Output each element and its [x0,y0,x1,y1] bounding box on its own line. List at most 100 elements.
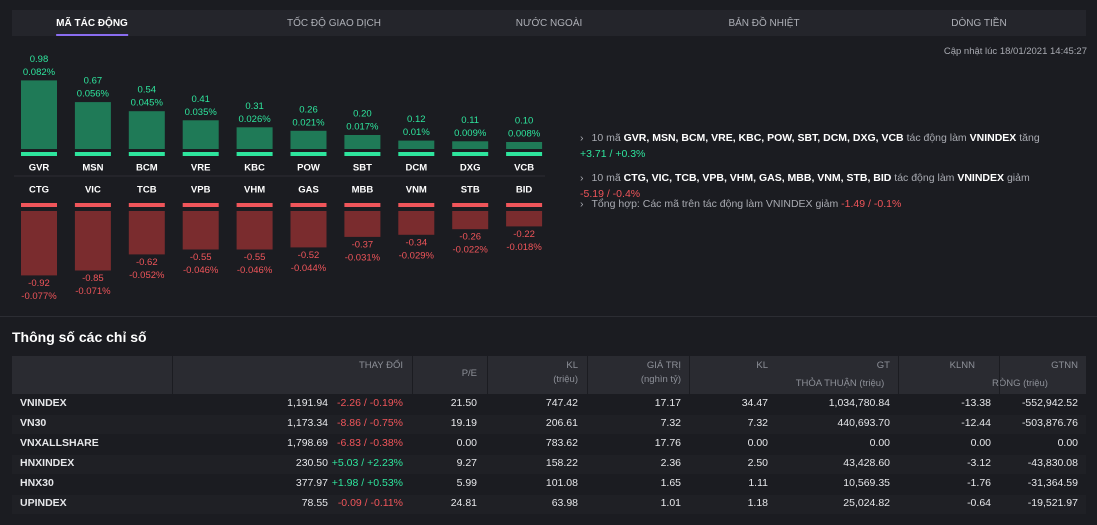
note-index: VNINDEX [969,132,1017,144]
value-label: 0.67 [84,76,103,87]
value-label: -0.85 [82,273,104,284]
code-label: DCM [405,163,427,174]
table-cell: 101.08 [545,477,578,489]
bar [290,211,327,248]
table-cell: 0.00 [456,437,477,449]
code-label: KBC [244,163,265,174]
table-cell: -19,521.97 [1027,497,1078,509]
tab[interactable]: MÃ TÁC ĐỘNG [56,18,128,36]
header-divider [487,356,488,394]
table-cell: 2.36 [660,457,681,469]
table-cell: -8.86 / -0.75% [337,417,403,429]
table-cell: 0.00 [970,437,991,449]
bar-cap [236,203,273,207]
value-label: -0.92 [28,278,50,289]
code-label: VCB [514,163,534,174]
value-label: -0.37 [352,239,374,250]
table-cell: 747.42 [545,397,578,409]
bar-cap [182,203,219,207]
code-label: SBT [353,163,372,174]
note-codes: CTG, VIC, TCB, VPB, VHM, GAS, MBB, VNM, … [623,172,892,184]
value-label: -0.62 [136,257,158,268]
header-divider [689,356,690,394]
pct-label: -0.029% [399,250,435,261]
pct-label: 0.017% [346,122,379,133]
pct-label: -0.071% [75,286,111,297]
value-label: 0.11 [461,115,479,126]
pct-label: -0.046% [183,265,219,276]
tab[interactable]: TỐC ĐỘ GIAO DỊCH [287,18,381,29]
section-title: Thông số các chỉ số [12,329,147,345]
value-label: 0.26 [299,104,318,115]
code-label: MSN [82,163,103,174]
table-cell: 7.32 [660,417,681,429]
table-cell: 21.50 [450,397,477,409]
table-cell: 7.32 [747,417,768,429]
table-cell: UPINDEX [20,497,67,509]
bar [506,142,543,149]
header-cell: (nghìn tỷ) [640,374,681,385]
value-label: 0.12 [407,114,426,125]
table-cell: -12.44 [961,417,991,429]
note: › 10 mã CTG, VIC, TCB, VPB, VHM, GAS, MBB… [580,172,1030,200]
code-label: BID [516,185,533,196]
tab[interactable]: BẢN ĐỒ NHIỆT [728,18,800,29]
code-label: TCB [137,185,157,196]
table-cell: 0.00 [869,437,890,449]
value-label: 0.31 [245,101,264,112]
pct-label: 0.01% [403,127,430,138]
table-cell: -31,364.59 [1027,477,1078,489]
tab[interactable]: DÒNG TIỀN [951,18,1007,29]
bar [182,211,219,250]
code-label: MBB [352,185,374,196]
bar [344,211,381,237]
tab[interactable]: NƯỚC NGOÀI [515,18,583,29]
table-cell: 10,569.35 [843,477,890,489]
header-cell: THAY ĐỔI [359,360,403,371]
bar-cap [506,152,543,156]
table-cell: -503,876.76 [1021,417,1078,429]
bar-cap [344,152,381,156]
table-cell: 19.19 [450,417,477,429]
header-cell: THỎA THUẬN (triệu) [795,378,885,389]
table-cell: 9.27 [456,457,477,469]
bar [344,135,381,149]
pct-label: 0.021% [292,117,325,128]
code-label: VPB [191,185,211,196]
bar [236,127,273,149]
code-label: STB [461,185,480,196]
note-change: -5.19 / -0.4% [580,188,641,200]
table-cell: 5.99 [456,477,477,489]
bar [398,140,435,149]
bar-cap [452,152,489,156]
bar [21,211,57,276]
value-label: 0.10 [515,116,534,127]
table-cell: 25,024.82 [843,497,890,509]
value-label: -0.55 [190,252,212,263]
header-cell: GTNN [1051,360,1078,371]
header-cell: RÒNG (triệu) [992,378,1048,389]
pct-label: -0.046% [237,265,273,276]
value-label: -0.55 [244,252,266,263]
table-cell: -1.76 [967,477,991,489]
table-cell: +5.03 / +2.23% [331,457,403,469]
table-cell: -43,830.08 [1027,457,1078,469]
table-cell: 17.76 [654,437,681,449]
bar [74,211,111,271]
header-divider [587,356,588,394]
note-text: Tổng hợp: Các mã trên tác động làm VNIND… [591,198,839,210]
table-cell: 377.97 [295,477,328,489]
bar [128,111,165,149]
table-cell: 1.65 [660,477,681,489]
table-cell: 34.47 [741,397,768,409]
pct-label: 0.035% [185,107,218,118]
note-dir: giảm [1006,172,1030,184]
bar [182,120,219,149]
bar [128,211,165,255]
value-label: 0.54 [138,85,157,96]
table-cell: 43,428.60 [843,457,890,469]
table-cell: 1.11 [748,477,768,489]
table-cell: 1.01 [660,497,681,509]
table-cell: 1.18 [747,497,768,509]
